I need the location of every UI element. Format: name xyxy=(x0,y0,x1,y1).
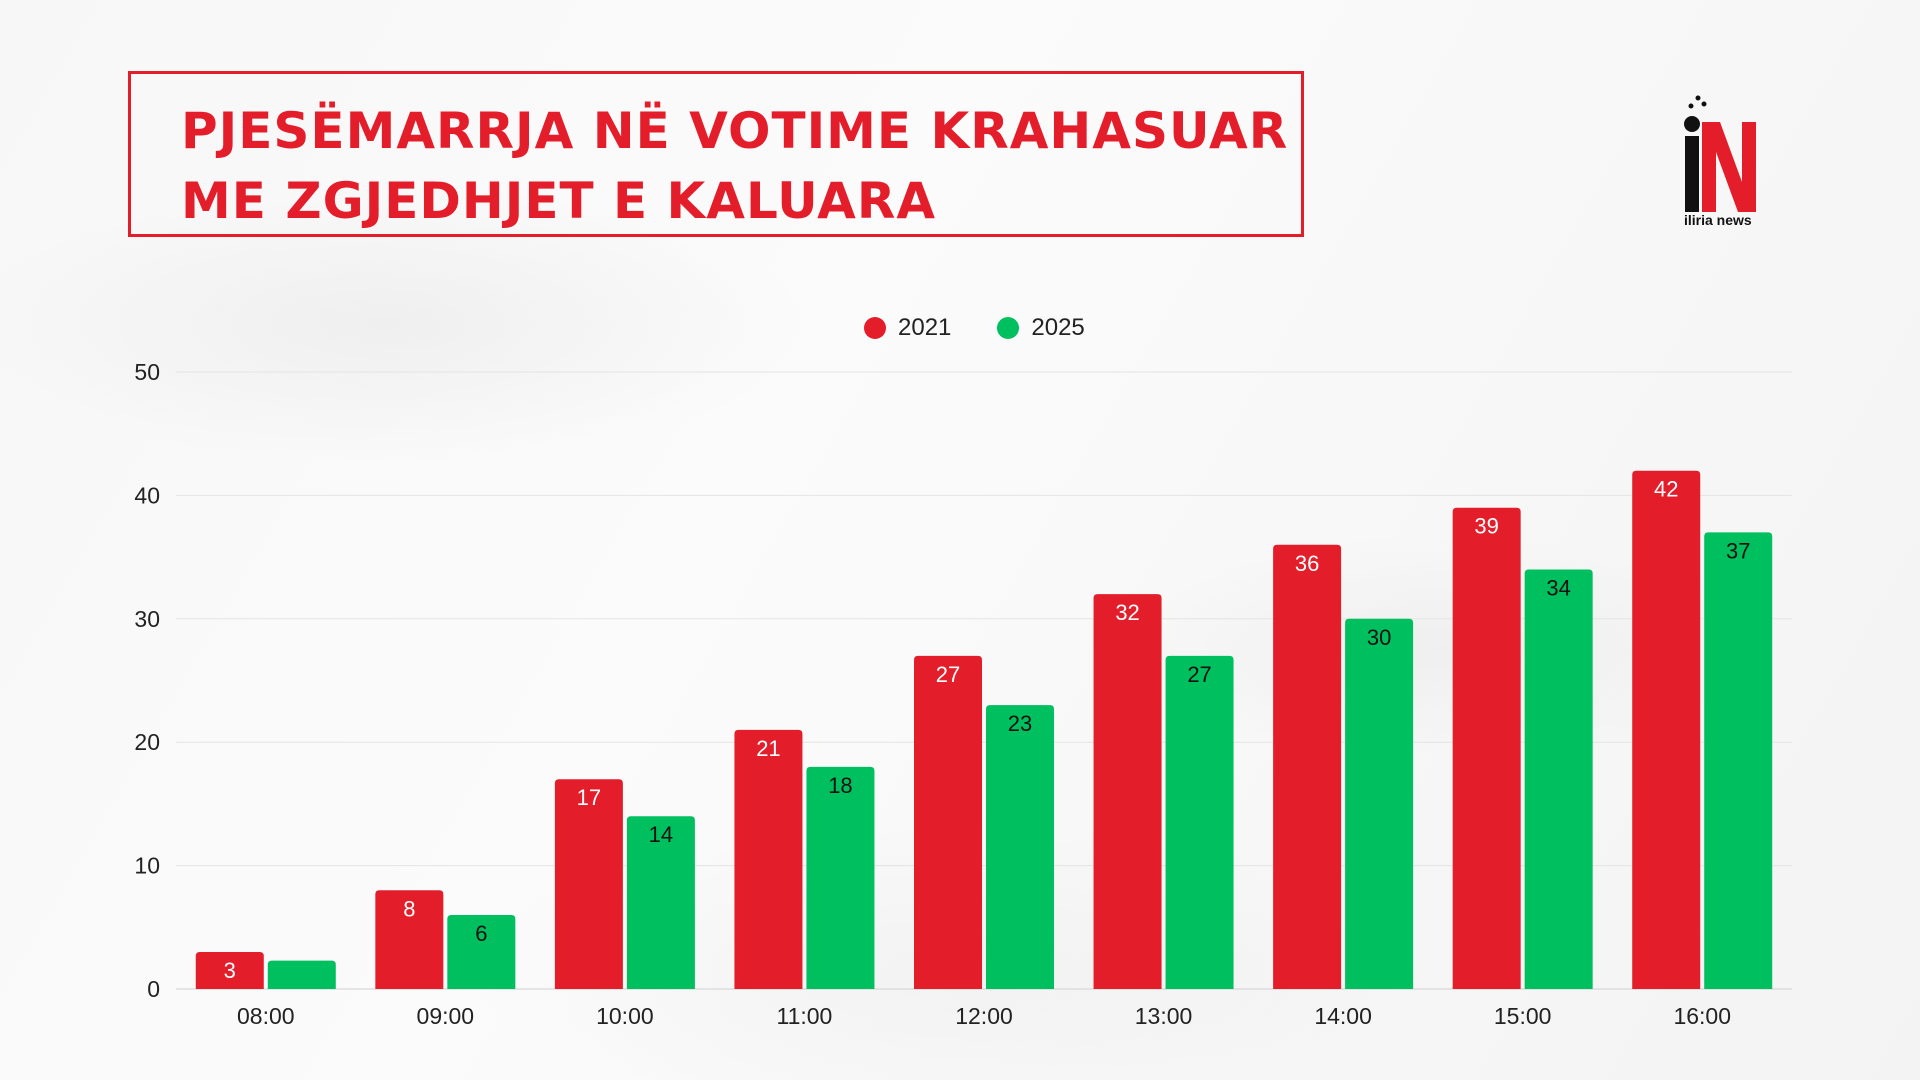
x-tick-label: 11:00 xyxy=(777,1003,833,1029)
bar-2025-11:00 xyxy=(806,766,875,989)
bar-2025-14:00 xyxy=(1345,618,1414,989)
data-label-2021: 36 xyxy=(1295,551,1319,576)
data-label-2025: 27 xyxy=(1187,662,1211,687)
x-tick-label: 14:00 xyxy=(1314,1003,1372,1029)
bar-2025-13:00 xyxy=(1165,655,1234,989)
bar-2025-08:00 xyxy=(267,960,336,989)
legend-label-2021: 2021 xyxy=(898,314,952,341)
data-label-2025: 37 xyxy=(1726,538,1750,563)
y-tick-label: 50 xyxy=(134,359,160,385)
bar-2025-10:00 xyxy=(626,816,695,989)
y-tick-label: 40 xyxy=(134,482,160,508)
bar-2021-09:00 xyxy=(375,890,444,989)
x-tick-label: 16:00 xyxy=(1673,1003,1731,1029)
data-label-2025: 23 xyxy=(1008,711,1032,736)
legend-item-2021: 2021 xyxy=(864,314,951,342)
y-tick-label: 0 xyxy=(147,976,160,1002)
title-line-2: ME ZGJEDHJET E KALUARA xyxy=(181,172,937,230)
bar-2021-11:00 xyxy=(734,729,803,989)
y-tick-label: 20 xyxy=(134,729,160,755)
legend-label-2025: 2025 xyxy=(1031,314,1085,341)
x-tick-label: 12:00 xyxy=(955,1003,1013,1029)
data-label-2021: 27 xyxy=(936,662,960,687)
chart-legend: 2021 2025 xyxy=(864,314,1085,342)
x-tick-label: 13:00 xyxy=(1135,1003,1193,1029)
logo-text: iliria news xyxy=(1684,212,1752,228)
data-label-2025: 34 xyxy=(1546,575,1570,600)
legend-swatch-2021 xyxy=(864,317,886,339)
title-box: PJESËMARRJA NË VOTIME KRAHASUAR ME ZGJED… xyxy=(128,71,1304,237)
iliria-news-logo-icon xyxy=(1684,95,1756,212)
title-line-1: PJESËMARRJA NË VOTIME KRAHASUAR xyxy=(181,102,1289,160)
data-label-2021: 42 xyxy=(1654,477,1678,502)
data-label-2021: 21 xyxy=(756,736,780,761)
legend-item-2025: 2025 xyxy=(997,314,1085,342)
bar-2025-15:00 xyxy=(1524,569,1593,989)
data-label-2025: 6 xyxy=(475,921,487,946)
data-label-2025: 18 xyxy=(828,773,852,798)
data-label-2025: 14 xyxy=(649,822,673,847)
x-tick-label: 09:00 xyxy=(417,1003,475,1029)
bar-2025-16:00 xyxy=(1704,532,1773,989)
legend-swatch-2025 xyxy=(997,317,1020,339)
bar-2021-10:00 xyxy=(554,779,623,989)
bar-2021-12:00 xyxy=(914,655,982,989)
data-label-2025: 30 xyxy=(1367,625,1391,650)
bar-2021-08:00 xyxy=(195,951,264,989)
x-tick-label: 10:00 xyxy=(596,1003,654,1029)
bar-2025-09:00 xyxy=(447,914,516,989)
data-label-2021: 17 xyxy=(577,785,601,810)
x-tick-label: 15:00 xyxy=(1494,1003,1552,1029)
bar-2021-16:00 xyxy=(1632,470,1701,990)
data-label-2021: 8 xyxy=(403,896,415,921)
data-label-2021: 32 xyxy=(1115,600,1139,625)
bar-2025-12:00 xyxy=(986,705,1054,989)
bar-2021-14:00 xyxy=(1273,544,1342,989)
data-label-2021: 3 xyxy=(224,958,236,983)
bar-2021-15:00 xyxy=(1452,507,1521,989)
y-tick-label: 10 xyxy=(134,853,160,879)
y-tick-label: 30 xyxy=(134,606,160,632)
data-label-2021: 39 xyxy=(1474,514,1498,539)
bar-2021-13:00 xyxy=(1093,594,1162,989)
x-tick-label: 08:00 xyxy=(237,1003,295,1029)
